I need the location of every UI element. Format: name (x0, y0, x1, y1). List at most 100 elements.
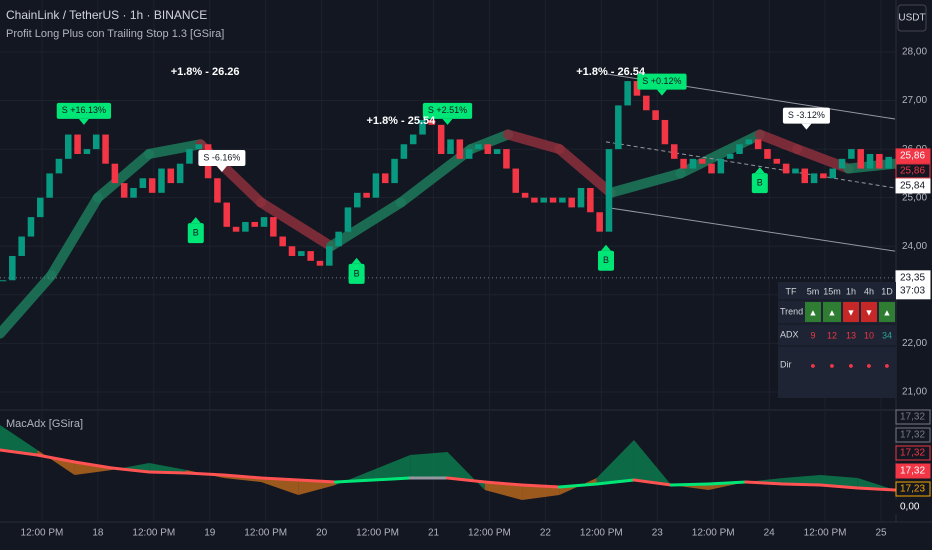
table-cell-text: ▼ (847, 307, 856, 317)
candle (773, 158, 781, 164)
table-cell (879, 302, 895, 322)
candle (176, 163, 184, 184)
table-background (778, 282, 896, 398)
channel-line (605, 206, 896, 252)
x-tick-label: 20 (316, 528, 328, 539)
signal-line (707, 480, 748, 486)
trend-ribbon (754, 129, 803, 155)
signal-line (35, 453, 77, 464)
indicator-tag (895, 481, 931, 497)
x-tick-label: 12:00 PM (692, 528, 735, 539)
x-tick-label: 23 (652, 528, 664, 539)
candle (111, 163, 119, 184)
table-row-label: Trend (780, 306, 803, 316)
candle (74, 134, 81, 154)
x-tick-label: 12:00 PM (804, 528, 847, 539)
candle (307, 251, 314, 261)
table-cell (823, 302, 841, 322)
candle (661, 119, 669, 145)
signal-line (557, 482, 599, 489)
candle (130, 187, 137, 198)
buy-text: B (603, 255, 609, 265)
sell-text: S -3.12% (788, 110, 825, 120)
sell-box (422, 102, 473, 119)
candle (876, 153, 883, 169)
signal-line (110, 466, 151, 474)
table-row-label: Dir (780, 359, 792, 369)
candle (540, 197, 547, 203)
signal-pointer (656, 89, 667, 96)
indicator-tag (895, 445, 931, 461)
signal-pointer (216, 165, 227, 172)
oscillator-fill (261, 478, 299, 495)
table-row-label: ADX (780, 329, 799, 339)
candle (829, 168, 837, 179)
signal-line (520, 483, 561, 489)
buy-signal: B (348, 257, 365, 284)
candle (46, 173, 53, 198)
trend-ribbon (325, 197, 406, 252)
buy-signal: B (187, 217, 204, 244)
table-cell-text: ● (810, 360, 815, 370)
table-cell-text: 13 (846, 330, 856, 340)
candle (484, 144, 492, 154)
sell-text: S -6.16% (203, 152, 240, 162)
signal-line (446, 476, 487, 484)
signal-line (483, 480, 524, 487)
oscillator-fill (149, 463, 187, 473)
candle (577, 187, 585, 208)
indicator-tag-label: 17,32 (900, 430, 925, 441)
candle (260, 217, 268, 227)
sell-signal: S -3.12% (782, 107, 830, 130)
signal-line (259, 476, 300, 482)
indicator-tag-label: 17,32 (900, 466, 925, 477)
price-tag (895, 148, 931, 164)
signal-line (856, 486, 897, 492)
candle (92, 134, 100, 150)
currency-button[interactable] (897, 4, 927, 32)
candle (120, 183, 128, 198)
table-header: 4h (864, 286, 874, 296)
table-cell-text: ● (829, 360, 834, 370)
x-tick-label: 12:00 PM (244, 528, 287, 539)
candle (214, 178, 221, 203)
candle (857, 149, 864, 169)
candle (615, 105, 622, 150)
overlay: 21,0022,0023,0024,0025,0026,0027,0028,00… (21, 47, 931, 539)
candle (437, 124, 445, 154)
candle (242, 221, 249, 232)
buy-signal: B (751, 167, 768, 194)
candle (465, 149, 473, 159)
price-chart (0, 73, 900, 339)
indicator-tag-label: 17,32 (900, 412, 925, 423)
table-cell (861, 302, 877, 322)
candle (810, 173, 818, 184)
candle (27, 217, 35, 237)
x-tick-label: 12:00 PM (356, 528, 399, 539)
candle (354, 192, 361, 208)
currency-label[interactable]: USDT (898, 13, 925, 24)
target-label: +1.8% - 26.26 (171, 66, 240, 78)
candle (717, 158, 725, 174)
x-tick-label: 18 (92, 528, 104, 539)
buy-text: B (354, 268, 360, 278)
signal-pointer (190, 217, 201, 224)
candle (503, 149, 510, 169)
candle (754, 139, 762, 150)
y-tick-label: 28,00 (902, 47, 927, 58)
trend-ribbon (92, 148, 155, 203)
candle (372, 173, 380, 198)
table-header: 1D (881, 286, 893, 296)
symbol-title: ChainLink / TetherUS · 1h · BINANCE (6, 8, 207, 22)
candle (643, 95, 650, 111)
candle (148, 178, 156, 193)
x-tick-label: 25 (875, 528, 887, 539)
price-tag (895, 163, 931, 179)
candle (670, 144, 678, 159)
x-tick-label: 12:00 PM (21, 528, 64, 539)
candle (801, 168, 809, 184)
buy-box (597, 250, 614, 271)
candle (195, 144, 203, 150)
sell-text: S +2.51% (428, 105, 467, 115)
y-tick-label: 25,00 (902, 192, 927, 203)
